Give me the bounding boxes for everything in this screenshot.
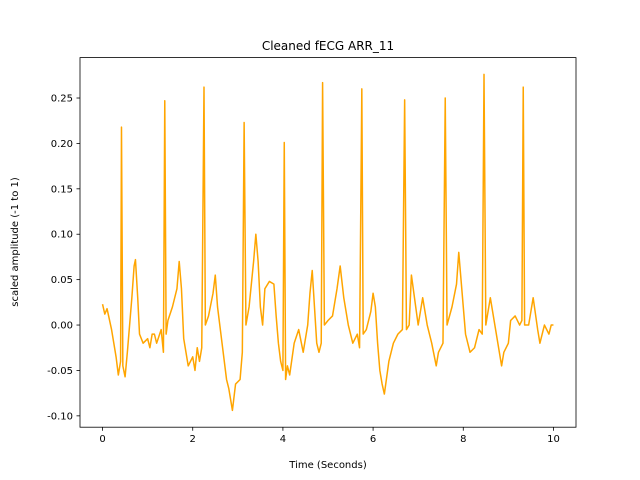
plot-area xyxy=(101,73,554,412)
y-tick-label: 0.05 xyxy=(51,275,73,286)
axes-frame xyxy=(79,57,577,428)
chart-title: Cleaned fECG ARR_11 xyxy=(262,39,394,53)
data-line xyxy=(101,73,554,412)
x-tick-label: 10 xyxy=(547,434,560,445)
x-tick-label: 8 xyxy=(460,434,466,445)
y-tick-label: -0.10 xyxy=(47,411,73,422)
x-tick-label: 2 xyxy=(190,434,196,445)
x-axis-label: Time (Seconds) xyxy=(288,460,367,471)
x-tick-label: 6 xyxy=(370,434,376,445)
y-tick-label: 0.25 xyxy=(51,94,73,105)
y-tick-label: 0.10 xyxy=(51,230,73,241)
x-tick-label: 0 xyxy=(99,434,105,445)
y-tick-label: 0.15 xyxy=(51,184,73,195)
x-tick-label: 4 xyxy=(280,434,286,445)
y-tick-label: 0.20 xyxy=(51,139,73,150)
y-tick-label: 0.00 xyxy=(51,321,73,332)
y-tick-label: -0.05 xyxy=(47,366,73,377)
y-axis-label: scaled amplitude (-1 to 1) xyxy=(10,177,21,307)
